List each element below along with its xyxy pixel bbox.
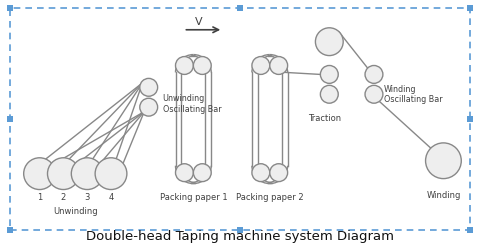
Bar [237, 5, 243, 11]
Circle shape [193, 164, 211, 182]
Circle shape [426, 143, 461, 179]
Circle shape [252, 57, 270, 74]
Circle shape [270, 164, 288, 182]
Text: Winding
Oscillating Bar: Winding Oscillating Bar [384, 85, 443, 104]
Bar [467, 5, 473, 11]
Bar [7, 116, 13, 122]
Bar [237, 227, 243, 233]
Circle shape [252, 164, 270, 182]
Text: Winding: Winding [426, 191, 461, 200]
Text: V: V [194, 17, 202, 27]
Bar [467, 227, 473, 233]
Text: 3: 3 [84, 193, 90, 202]
Circle shape [315, 28, 343, 56]
Circle shape [140, 78, 157, 96]
Bar [467, 116, 473, 122]
Circle shape [320, 65, 338, 83]
Text: Packing paper 2: Packing paper 2 [236, 193, 303, 202]
Text: 4: 4 [108, 193, 114, 202]
Text: 1: 1 [37, 193, 42, 202]
Text: Packing paper 1: Packing paper 1 [159, 193, 227, 202]
Circle shape [320, 85, 338, 103]
Text: Double-head Taping machine system Diagram: Double-head Taping machine system Diagra… [86, 230, 394, 243]
Circle shape [365, 85, 383, 103]
Circle shape [270, 57, 288, 74]
Circle shape [140, 98, 157, 116]
Circle shape [365, 65, 383, 83]
Circle shape [48, 158, 79, 190]
Bar [7, 227, 13, 233]
Circle shape [95, 158, 127, 190]
Text: Unwinding: Unwinding [53, 207, 97, 216]
Circle shape [72, 158, 103, 190]
Circle shape [176, 57, 193, 74]
Bar [7, 5, 13, 11]
Circle shape [176, 164, 193, 182]
Text: Traction: Traction [308, 114, 341, 123]
Text: 2: 2 [61, 193, 66, 202]
Circle shape [24, 158, 55, 190]
Circle shape [193, 57, 211, 74]
Text: Unwinding
Oscillating Bar: Unwinding Oscillating Bar [163, 94, 221, 114]
